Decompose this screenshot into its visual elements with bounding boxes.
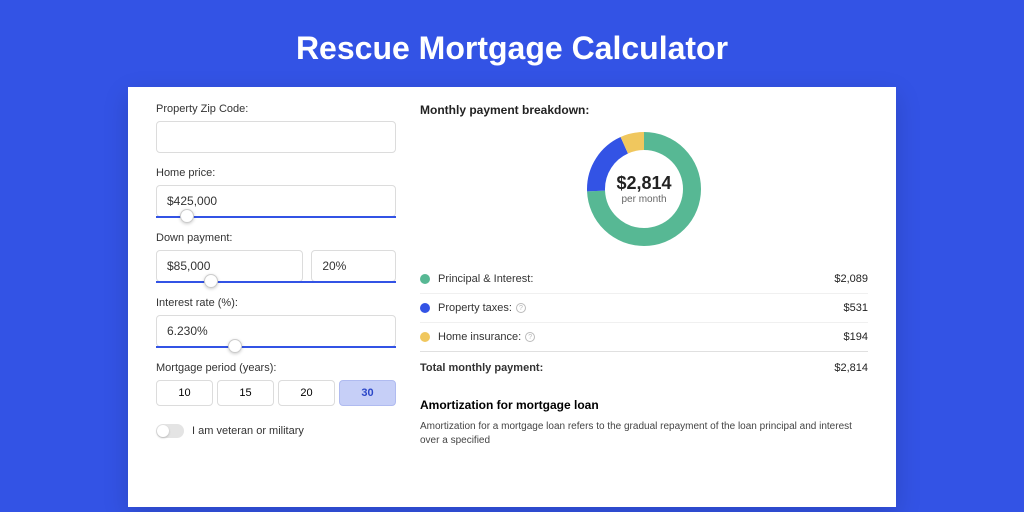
legend-label: Principal & Interest:	[438, 273, 834, 285]
interest-rate-slider[interactable]	[156, 346, 396, 348]
zip-field: Property Zip Code:	[156, 103, 396, 153]
donut-chart: $2,814 per month	[584, 129, 704, 249]
amortization-title: Amortization for mortgage loan	[420, 398, 868, 412]
legend-row: Principal & Interest:$2,089	[420, 265, 868, 294]
down-payment-slider-thumb[interactable]	[204, 274, 218, 288]
home-price-field: Home price:	[156, 167, 396, 218]
donut-amount: $2,814	[616, 173, 671, 194]
total-value: $2,814	[834, 362, 868, 374]
donut-center: $2,814 per month	[584, 129, 704, 249]
legend-value: $2,089	[834, 273, 868, 285]
legend-label: Home insurance:?	[438, 331, 844, 343]
amortization-text: Amortization for a mortgage loan refers …	[420, 420, 868, 448]
legend-row: Home insurance:?$194	[420, 323, 868, 352]
period-label: Mortgage period (years):	[156, 362, 396, 374]
down-payment-field: Down payment:	[156, 232, 396, 283]
legend-dot	[420, 274, 430, 284]
period-btn-20[interactable]: 20	[278, 380, 335, 406]
donut-chart-wrap: $2,814 per month	[420, 129, 868, 249]
legend-value: $194	[844, 331, 868, 343]
interest-rate-slider-thumb[interactable]	[228, 339, 242, 353]
down-payment-amount-input[interactable]	[156, 250, 303, 282]
period-field: Mortgage period (years): 10 15 20 30	[156, 362, 396, 406]
total-row: Total monthly payment: $2,814	[420, 352, 868, 378]
period-btn-30[interactable]: 30	[339, 380, 396, 406]
legend-label: Property taxes:?	[438, 302, 844, 314]
veteran-row: I am veteran or military	[156, 424, 396, 438]
interest-rate-label: Interest rate (%):	[156, 297, 396, 309]
result-column: Monthly payment breakdown: $2,814 per mo…	[420, 103, 868, 507]
veteran-toggle[interactable]	[156, 424, 184, 438]
breakdown-title: Monthly payment breakdown:	[420, 103, 868, 117]
home-price-slider[interactable]	[156, 216, 396, 218]
calculator-container: Property Zip Code: Home price: Down paym…	[128, 87, 896, 507]
down-payment-label: Down payment:	[156, 232, 396, 244]
page-title: Rescue Mortgage Calculator	[0, 0, 1024, 87]
veteran-label: I am veteran or military	[192, 425, 304, 437]
home-price-slider-thumb[interactable]	[180, 209, 194, 223]
down-payment-slider[interactable]	[156, 281, 396, 283]
down-payment-percent-input[interactable]	[311, 250, 396, 282]
zip-input[interactable]	[156, 121, 396, 153]
interest-rate-field: Interest rate (%):	[156, 297, 396, 348]
info-icon[interactable]: ?	[525, 332, 535, 342]
legend-dot	[420, 303, 430, 313]
period-btn-15[interactable]: 15	[217, 380, 274, 406]
legend-dot	[420, 332, 430, 342]
home-price-label: Home price:	[156, 167, 396, 179]
period-buttons: 10 15 20 30	[156, 380, 396, 406]
info-icon[interactable]: ?	[516, 303, 526, 313]
interest-rate-input[interactable]	[156, 315, 396, 347]
legend-row: Property taxes:?$531	[420, 294, 868, 323]
form-column: Property Zip Code: Home price: Down paym…	[156, 103, 396, 507]
total-label: Total monthly payment:	[420, 362, 834, 374]
legend-value: $531	[844, 302, 868, 314]
zip-label: Property Zip Code:	[156, 103, 396, 115]
donut-sub: per month	[621, 194, 666, 205]
period-btn-10[interactable]: 10	[156, 380, 213, 406]
